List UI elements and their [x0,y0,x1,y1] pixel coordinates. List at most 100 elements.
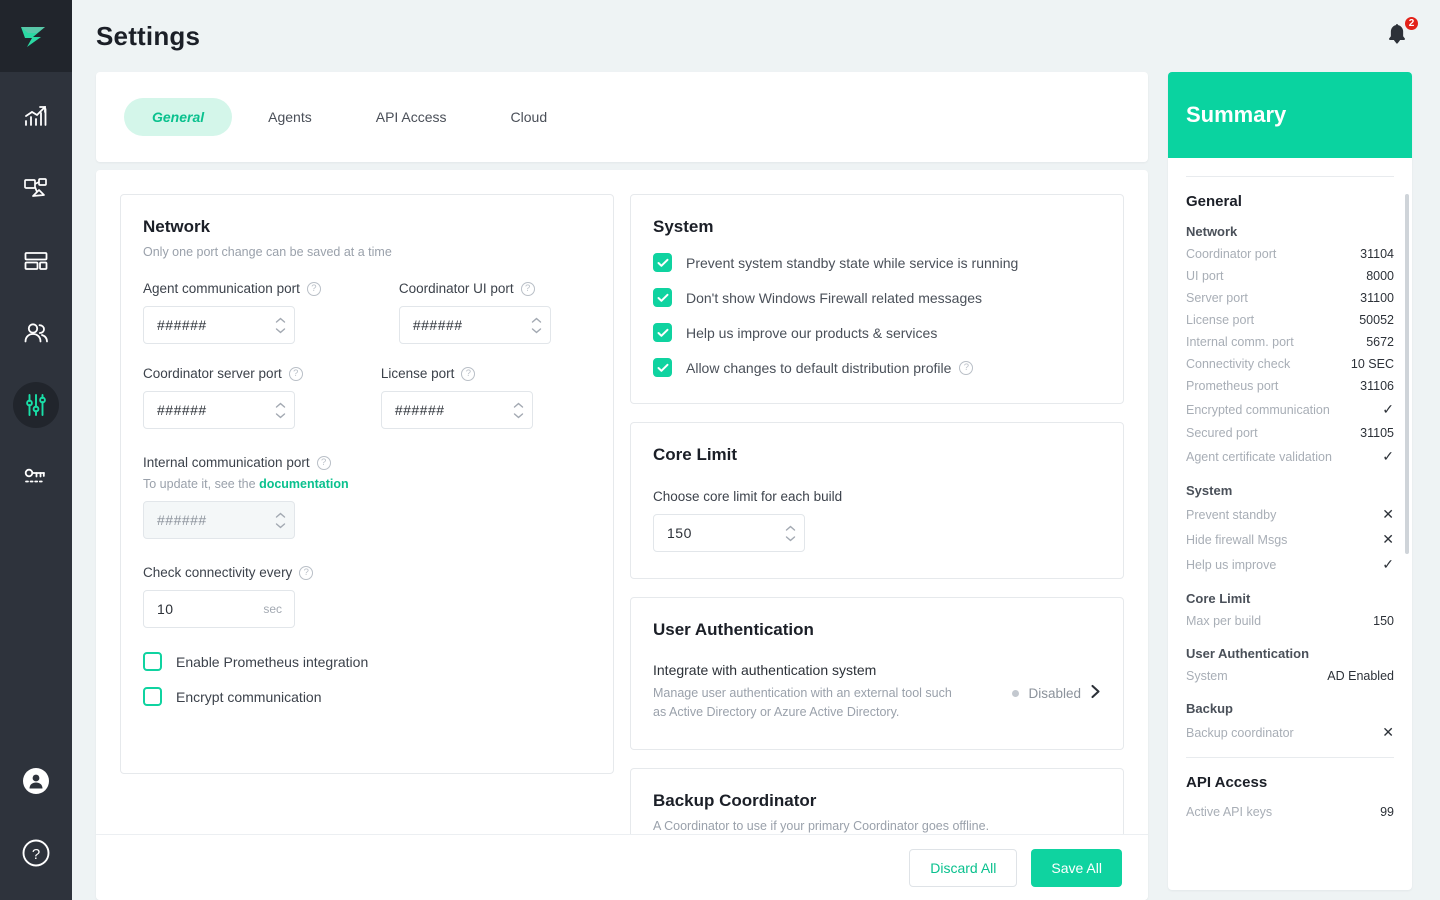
checkbox-label: Enable Prometheus integration [176,653,369,670]
stepper-arrows[interactable] [785,525,796,542]
internal-communication-port-input[interactable]: ###### [143,501,295,539]
stepper-arrows[interactable] [513,402,524,419]
summary-row-key: System [1186,669,1228,683]
builds-flow-icon [24,178,47,197]
input-unit: sec [263,602,282,616]
summary-scroll-area[interactable]: Cloud cache scheduler 12:45 General Netw… [1168,158,1412,890]
checkbox-hide-firewall-messages[interactable] [653,288,672,307]
input-value: 150 [667,525,692,541]
checkbox-prometheus[interactable] [143,652,162,671]
summary-row-key: Hide firewall Msgs [1186,532,1288,547]
api-key-icon [24,468,45,483]
summary-row-key: UI port [1186,269,1224,283]
main-column: General Agents API Access Cloud Network … [96,72,1148,900]
summary-row-key: Prevent standby [1186,507,1277,522]
stepper-arrows[interactable] [275,402,286,419]
user-authentication-panel-title: User Authentication [653,620,814,639]
tab-general[interactable]: General [124,98,233,136]
sidebar-item-settings[interactable] [13,382,59,428]
page-title: Settings [96,20,201,51]
top-bar: Settings 2 [72,0,1440,72]
summary-scrollbar-thumb[interactable] [1405,194,1409,554]
coordinator-server-port-input[interactable]: ###### [143,391,295,429]
checkbox-encrypt-communication[interactable] [143,687,162,706]
agent-communication-port-input[interactable]: ###### [143,306,295,344]
backup-panel-subtitle: A Coordinator to use if your primary Coo… [653,818,990,833]
checkbox-row-prevent-standby[interactable]: Prevent system standby state while servi… [653,253,1101,272]
tab-api-access[interactable]: API Access [375,109,447,125]
summary-row: Agent certificate validation ✓ [1186,444,1394,469]
help-icon[interactable]: ? [461,366,476,381]
summary-row-value: ✕ [1382,531,1394,547]
summary-row-value: 31100 [1360,291,1394,305]
sidebar-item-analytics[interactable] [13,94,59,140]
action-footer: Discard All Save All [96,834,1148,900]
summary-content: Cloud cache scheduler 12:45 General Netw… [1186,158,1394,823]
checkbox-allow-distribution-profile[interactable] [653,358,672,377]
user-account-button[interactable] [13,758,59,804]
chevron-right-icon [1090,684,1101,703]
summary-row-key: Help us improve [1186,557,1277,572]
core-limit-input[interactable]: 150 [653,514,805,552]
summary-heading-api-access: API Access [1186,774,1268,791]
help-icon[interactable]: ? [316,455,331,470]
checkbox-label: Help us improve our products & services [686,324,938,341]
rail-nav-list [13,72,59,500]
documentation-link[interactable]: documentation [259,477,349,491]
notifications-button[interactable]: 2 [1382,15,1420,53]
auth-row-title: Integrate with authentication system [653,662,877,678]
stepper-arrows[interactable] [275,317,286,334]
summary-row-value: 31105 [1360,426,1394,440]
auth-status-button[interactable]: Disabled [1012,662,1101,703]
notification-badge: 2 [1403,15,1420,32]
sidebar-item-dashboard[interactable] [13,238,59,284]
network-checkbox-group: Enable Prometheus integration Encrypt co… [143,652,591,706]
tab-agents[interactable]: Agents [268,109,312,125]
checkbox-prevent-standby[interactable] [653,253,672,272]
chevron-down-icon [275,412,286,418]
field-coordinator-ui-port: Coordinator UI port ? ###### [398,281,551,344]
summary-row-key: Server port [1186,291,1248,305]
stepper-arrows[interactable] [531,317,542,334]
stepper-arrows[interactable] [275,512,286,529]
summary-group-network: Network [1186,224,1238,239]
settings-sliders-icon [26,394,46,416]
field-label-text: Coordinator server port [143,366,282,381]
core-limit-field-label: Choose core limit for each build [653,489,843,504]
license-port-input[interactable]: ###### [380,391,533,429]
summary-card: Summary Cloud cache scheduler 12:45 Gene… [1168,72,1412,890]
help-icon[interactable]: ? [288,366,303,381]
help-icon[interactable]: ? [520,281,535,296]
sidebar-item-builds[interactable] [13,166,59,212]
help-icon[interactable]: ? [299,565,314,580]
brand-logo[interactable] [0,0,72,72]
help-icon[interactable]: ? [959,360,974,375]
checkbox-row-help-improve[interactable]: Help us improve our products & services [653,323,1101,342]
summary-row-key: Connectivity check [1186,357,1291,371]
checkbox-row-prometheus[interactable]: Enable Prometheus integration [143,652,591,671]
system-column: System Prevent system standby state whil… [630,194,1124,834]
save-all-button[interactable]: Save All [1031,848,1122,887]
chevron-up-icon [275,512,286,518]
summary-row-key: Secured port [1186,426,1258,440]
checkbox-help-us-improve[interactable] [653,323,672,342]
sidebar-item-api-keys[interactable] [13,454,59,500]
summary-row-value: 12:45 [1363,158,1394,160]
checkbox-row-encrypt[interactable]: Encrypt communication [143,687,591,706]
help-button[interactable]: ? [13,830,59,876]
checkbox-row-hide-firewall[interactable]: Don't show Windows Firewall related mess… [653,288,1101,307]
status-dot-icon [1012,690,1020,697]
check-icon [657,293,668,302]
checkbox-row-allow-distribution-profile[interactable]: Allow changes to default distribution pr… [653,358,1101,377]
coordinator-ui-port-input[interactable]: ###### [398,306,551,344]
network-panel: Network Only one port change can be save… [120,194,614,774]
summary-row-value: 10 SEC [1350,357,1394,371]
sidebar-item-users[interactable] [13,310,59,356]
summary-heading-general: General [1186,193,1242,210]
check-connectivity-input[interactable]: 10 sec [143,590,295,628]
discard-all-button[interactable]: Discard All [909,848,1018,887]
tab-cloud[interactable]: Cloud [510,109,548,125]
summary-row-value: AD Enabled [1327,669,1394,683]
body-row: General Agents API Access Cloud Network … [72,72,1440,900]
help-icon[interactable]: ? [306,281,321,296]
